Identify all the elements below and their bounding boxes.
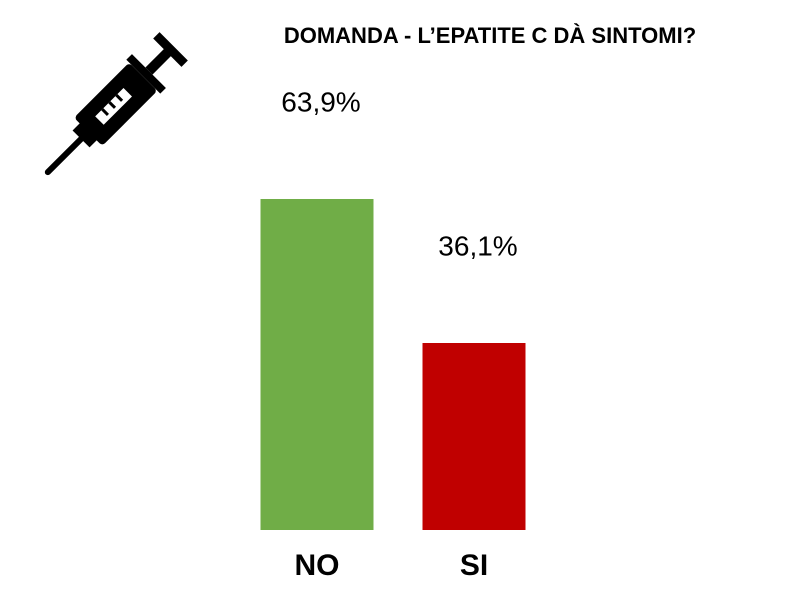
chart-title: DOMANDA - L’EPATITE C DÀ SINTOMI? bbox=[284, 23, 696, 48]
syringe-icon bbox=[44, 32, 188, 176]
value-label: 36,1% bbox=[438, 230, 517, 261]
bar bbox=[260, 198, 374, 531]
bar bbox=[422, 343, 526, 530]
category-label: NO bbox=[295, 549, 340, 582]
category-label: SI bbox=[460, 549, 488, 582]
value-label: 63,9% bbox=[281, 86, 360, 117]
